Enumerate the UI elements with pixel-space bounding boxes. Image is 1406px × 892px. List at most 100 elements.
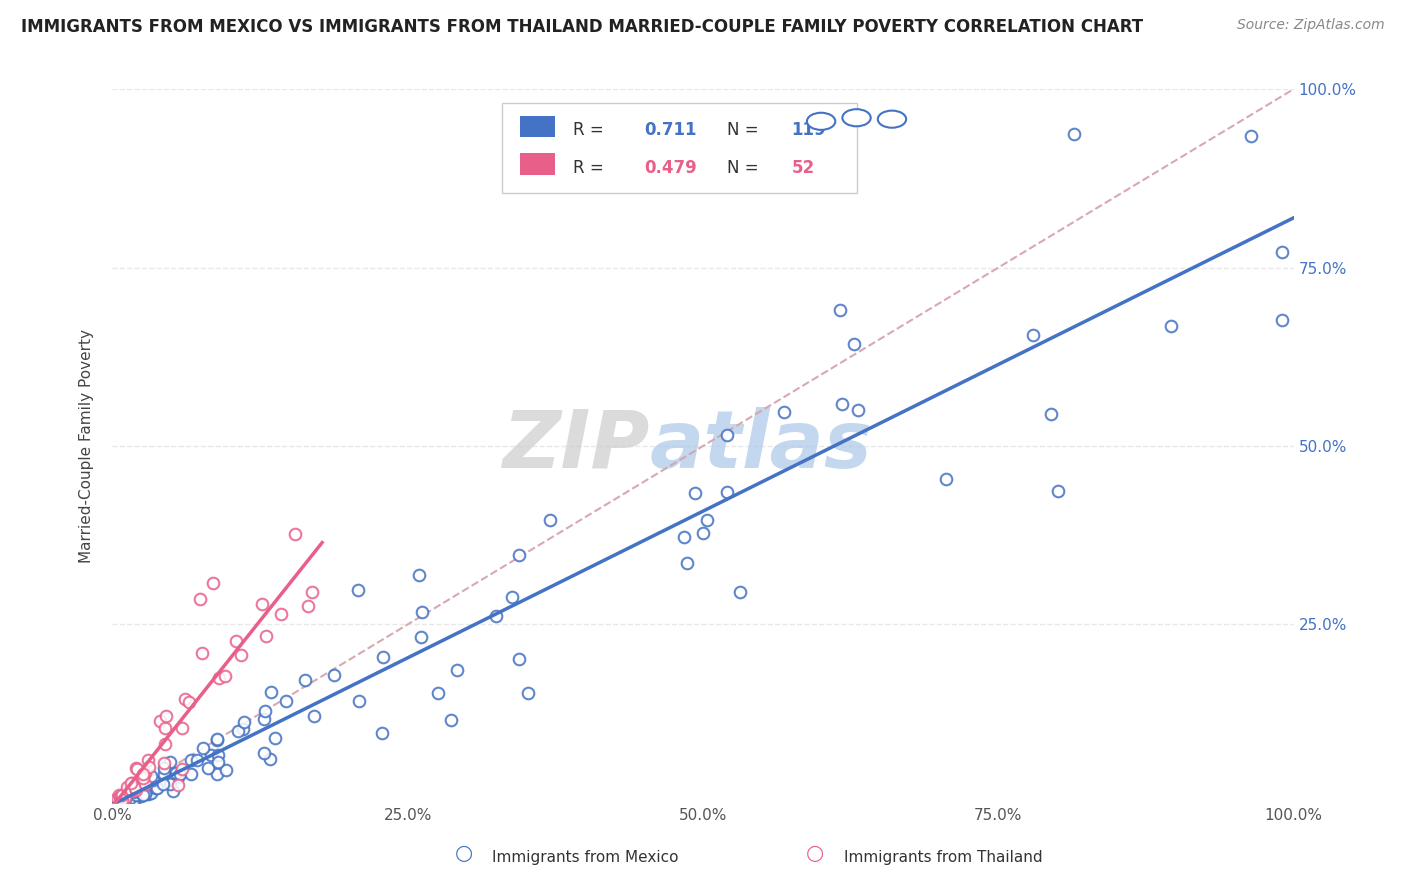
Point: [146, 780, 169, 795]
Point: [108, 794, 131, 808]
Point: [118, 790, 141, 805]
Point: [207, 671, 229, 685]
Point: [138, 760, 160, 774]
Point: [371, 726, 394, 740]
Point: [294, 673, 316, 688]
Point: [122, 788, 145, 802]
Point: [118, 790, 141, 805]
Point: [124, 761, 146, 775]
Point: [112, 792, 135, 806]
Point: [263, 731, 285, 745]
Point: [297, 599, 319, 614]
Point: [253, 712, 276, 726]
Point: [125, 782, 148, 797]
Point: [120, 776, 142, 790]
Point: [411, 605, 433, 619]
Point: [842, 337, 865, 351]
Point: [112, 792, 135, 806]
Point: [112, 789, 135, 804]
Text: 0.711: 0.711: [644, 121, 696, 139]
Text: R =: R =: [574, 159, 609, 177]
Point: [205, 733, 228, 747]
Point: [197, 761, 219, 775]
Point: [1271, 245, 1294, 260]
Point: [1022, 328, 1045, 343]
Point: [111, 793, 134, 807]
Point: [111, 789, 134, 803]
Text: atlas: atlas: [650, 407, 873, 485]
Point: [131, 776, 153, 790]
Point: [108, 793, 131, 807]
Point: [153, 721, 176, 735]
Text: N =: N =: [727, 159, 763, 177]
Point: [149, 714, 172, 729]
Point: [112, 790, 135, 805]
Point: [501, 590, 523, 604]
Point: [110, 793, 132, 807]
Point: [696, 513, 718, 527]
Point: [254, 629, 277, 643]
Point: [166, 778, 188, 792]
Y-axis label: Married-Couple Family Poverty: Married-Couple Family Poverty: [79, 329, 94, 563]
Point: [200, 747, 222, 762]
Text: N =: N =: [727, 121, 763, 139]
Point: [108, 794, 131, 808]
Point: [132, 771, 155, 785]
Point: [284, 527, 307, 541]
Point: [114, 792, 136, 806]
Point: [716, 428, 738, 442]
Point: [120, 790, 142, 805]
Point: [830, 302, 852, 317]
Point: [159, 777, 181, 791]
Point: [121, 783, 143, 797]
Point: [125, 786, 148, 800]
Point: [131, 786, 153, 800]
Point: [170, 762, 193, 776]
Point: [134, 766, 156, 780]
Point: [276, 694, 298, 708]
Point: [934, 472, 956, 486]
Point: [110, 789, 132, 804]
Point: [134, 777, 156, 791]
Point: [110, 794, 132, 808]
Point: [124, 789, 146, 803]
Point: [108, 794, 131, 808]
Point: [323, 668, 346, 682]
Point: [117, 783, 139, 797]
Point: [226, 724, 249, 739]
Point: [122, 792, 145, 806]
Text: 52: 52: [792, 159, 814, 177]
FancyBboxPatch shape: [502, 103, 856, 193]
Point: [232, 723, 254, 737]
Point: [259, 685, 281, 699]
Point: [215, 763, 238, 777]
Text: Source: ZipAtlas.com: Source: ZipAtlas.com: [1237, 18, 1385, 32]
Point: [831, 396, 853, 410]
Point: [132, 766, 155, 780]
Point: [165, 766, 187, 780]
Point: [207, 755, 229, 769]
Point: [214, 669, 236, 683]
Text: Immigrants from Thailand: Immigrants from Thailand: [844, 850, 1042, 865]
Point: [110, 795, 132, 809]
Point: [159, 755, 181, 769]
Point: [371, 650, 394, 665]
Point: [124, 780, 146, 795]
Point: [772, 405, 794, 419]
Point: [117, 791, 139, 805]
Text: IMMIGRANTS FROM MEXICO VS IMMIGRANTS FROM THAILAND MARRIED-COUPLE FAMILY POVERTY: IMMIGRANTS FROM MEXICO VS IMMIGRANTS FRO…: [21, 18, 1143, 36]
Point: [347, 694, 370, 708]
Point: [180, 767, 202, 781]
Point: [231, 648, 253, 662]
Point: [103, 795, 125, 809]
Point: [225, 634, 247, 648]
Point: [253, 704, 276, 718]
Point: [145, 781, 167, 796]
Point: [153, 767, 176, 781]
Point: [134, 788, 156, 802]
Point: [108, 789, 131, 803]
Point: [728, 585, 751, 599]
Point: [131, 788, 153, 802]
Point: [301, 584, 323, 599]
Point: [105, 794, 128, 808]
